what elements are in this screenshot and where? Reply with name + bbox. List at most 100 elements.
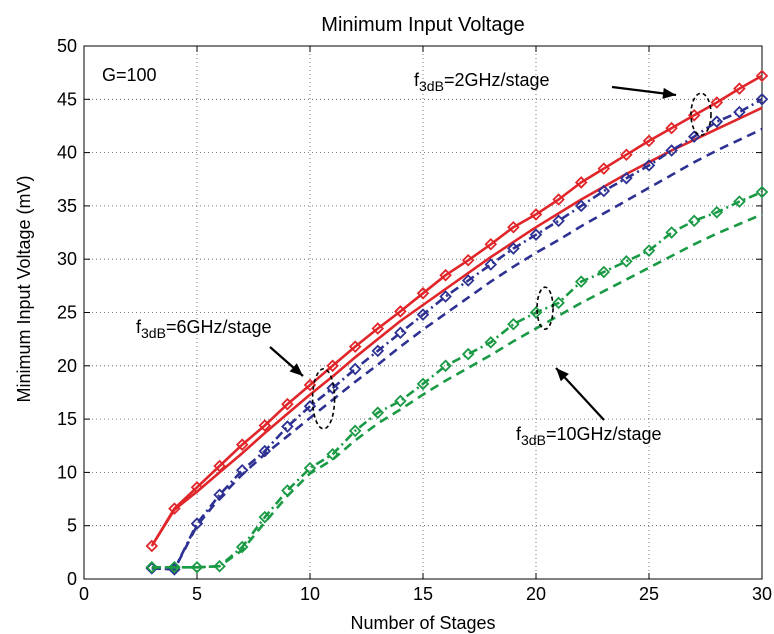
callout-arrow-2ghz bbox=[611, 85, 677, 99]
f3db-2ghz-label: f3dB=2GHz/stage bbox=[414, 70, 550, 94]
callout-ellipse-6ghz bbox=[311, 368, 336, 430]
data-point-marker bbox=[755, 93, 769, 106]
data-point-marker bbox=[348, 362, 362, 376]
data-point-marker bbox=[552, 296, 565, 310]
x-tick-label: 0 bbox=[79, 584, 89, 604]
data-point-marker bbox=[574, 275, 588, 288]
data-point-marker bbox=[687, 130, 701, 143]
data-point-marker bbox=[620, 255, 633, 268]
data-point-marker bbox=[507, 220, 520, 234]
data-point-marker bbox=[574, 176, 588, 189]
x-tick-label: 30 bbox=[752, 584, 772, 604]
data-point-marker bbox=[371, 322, 385, 335]
data-point-marker bbox=[710, 96, 724, 109]
data-point-marker bbox=[145, 561, 159, 574]
data-point-marker bbox=[665, 121, 678, 135]
data-point-marker bbox=[597, 184, 611, 198]
series-0 bbox=[145, 69, 769, 553]
data-point-marker bbox=[597, 162, 611, 175]
y-tick-label: 40 bbox=[57, 143, 77, 163]
data-point-marker bbox=[439, 290, 452, 303]
y-tick-label: 10 bbox=[57, 462, 77, 482]
x-tick-label: 15 bbox=[413, 584, 433, 604]
x-tick-label: 20 bbox=[526, 584, 546, 604]
data-point-marker bbox=[258, 510, 272, 524]
series-line bbox=[150, 74, 763, 547]
data-point-marker bbox=[326, 381, 339, 395]
data-point-marker bbox=[461, 253, 475, 267]
data-point-marker bbox=[371, 406, 385, 419]
y-axis-label: Minimum Input Voltage (mV) bbox=[14, 175, 34, 402]
x-tick-label: 5 bbox=[192, 584, 202, 604]
series-layer bbox=[145, 69, 769, 576]
callout-arrow-head bbox=[662, 87, 676, 99]
data-point-marker bbox=[461, 347, 475, 361]
data-point-marker bbox=[281, 420, 294, 433]
data-point-marker bbox=[574, 199, 588, 213]
y-tick-label: 45 bbox=[57, 89, 77, 109]
data-point-marker bbox=[642, 244, 656, 257]
data-point-marker bbox=[642, 134, 656, 148]
y-tick-label: 15 bbox=[57, 409, 77, 429]
series-line bbox=[151, 127, 763, 571]
data-point-marker bbox=[687, 214, 701, 228]
data-point-marker bbox=[710, 206, 724, 219]
grid-lines bbox=[84, 46, 762, 579]
data-point-marker bbox=[190, 561, 204, 574]
data-point-marker bbox=[416, 287, 430, 300]
data-point-marker bbox=[755, 185, 769, 199]
data-point-marker bbox=[326, 448, 339, 461]
callout-arrow-10ghz bbox=[555, 367, 605, 421]
x-tick-label: 25 bbox=[639, 584, 659, 604]
x-tick-label: 10 bbox=[300, 584, 320, 604]
f3db-10ghz-label: f3dB=10GHz/stage bbox=[516, 424, 662, 448]
callout-ellipse-10ghz bbox=[536, 286, 554, 331]
data-point-marker bbox=[733, 105, 746, 119]
x-axis-label: Number of Stages bbox=[350, 613, 495, 633]
data-point-marker bbox=[235, 438, 249, 451]
f3db-6ghz-label: f3dB=6GHz/stage bbox=[136, 317, 272, 341]
data-point-marker bbox=[755, 69, 769, 83]
data-point-marker bbox=[326, 359, 339, 373]
data-point-marker bbox=[620, 171, 633, 185]
data-point-marker bbox=[371, 344, 385, 358]
gain-annotation: G=100 bbox=[102, 65, 157, 85]
axis-ticks: 0 5 10 15 20 25 30 0 5 10 15 20 25 30 35 40 45 50 bbox=[57, 36, 772, 604]
data-point-marker bbox=[665, 226, 678, 239]
data-point-marker bbox=[642, 159, 656, 172]
data-point-marker bbox=[484, 238, 498, 251]
y-tick-label: 0 bbox=[67, 569, 77, 589]
y-tick-label: 50 bbox=[57, 36, 77, 56]
data-point-marker bbox=[529, 228, 543, 241]
y-tick-label: 30 bbox=[57, 249, 77, 269]
series-line bbox=[151, 213, 763, 569]
series-5 bbox=[151, 213, 763, 569]
data-point-marker bbox=[394, 394, 407, 408]
data-point-marker bbox=[552, 214, 565, 228]
data-point-marker bbox=[303, 400, 317, 413]
series-line bbox=[151, 98, 763, 571]
data-point-marker bbox=[394, 326, 407, 340]
data-point-marker bbox=[145, 539, 159, 553]
data-point-marker bbox=[213, 559, 226, 573]
data-point-marker bbox=[281, 397, 294, 411]
data-point-marker bbox=[733, 82, 746, 95]
data-point-marker bbox=[529, 208, 543, 221]
data-point-marker bbox=[439, 359, 452, 373]
chart-title: Minimum Input Voltage bbox=[321, 14, 524, 36]
data-point-marker bbox=[416, 308, 430, 321]
data-point-marker bbox=[348, 424, 362, 438]
data-point-marker bbox=[507, 317, 520, 331]
data-point-marker bbox=[665, 144, 678, 157]
data-point-marker bbox=[258, 419, 272, 432]
data-point-marker bbox=[303, 378, 317, 392]
series-1 bbox=[150, 106, 763, 547]
data-point-marker bbox=[258, 444, 272, 458]
data-point-marker bbox=[710, 115, 724, 128]
data-point-marker bbox=[439, 268, 452, 282]
data-point-marker bbox=[394, 305, 407, 318]
data-point-marker bbox=[620, 148, 633, 162]
callout-arrow-head bbox=[556, 368, 569, 382]
data-point-marker bbox=[484, 336, 498, 349]
